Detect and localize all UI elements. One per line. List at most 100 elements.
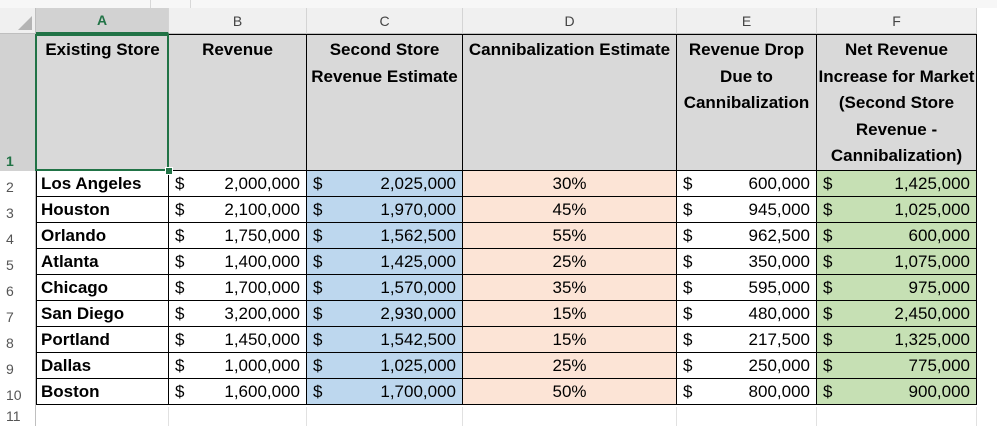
cell-cannibal[interactable]: 25% bbox=[463, 353, 677, 379]
currency-symbol: $ bbox=[683, 356, 693, 375]
row-header-4[interactable]: 4 bbox=[0, 223, 36, 249]
row-header-2[interactable]: 2 bbox=[0, 171, 36, 197]
row-header-5[interactable]: 5 bbox=[0, 249, 36, 275]
column-header-f[interactable]: F bbox=[817, 8, 977, 34]
row-header-9[interactable]: 9 bbox=[0, 353, 36, 379]
currency-symbol: $ bbox=[313, 226, 323, 245]
cell-net[interactable]: $1,075,000 bbox=[817, 249, 977, 275]
cell-store[interactable]: Orlando bbox=[36, 223, 169, 249]
cell-drop[interactable]: $945,000 bbox=[677, 197, 817, 223]
cell-revenue[interactable]: $2,000,000 bbox=[169, 171, 307, 197]
cell-value: 2,100,000 bbox=[224, 200, 300, 219]
cell-net[interactable]: $975,000 bbox=[817, 275, 977, 301]
column-header-e[interactable]: E bbox=[677, 8, 817, 34]
row-header-10[interactable]: 10 bbox=[0, 379, 36, 405]
row-header-1[interactable]: 1 bbox=[0, 34, 36, 171]
currency-symbol: $ bbox=[823, 356, 833, 375]
column-header-c[interactable]: C bbox=[307, 8, 463, 34]
cell-revenue[interactable]: $1,000,000 bbox=[169, 353, 307, 379]
cell-revenue[interactable]: $3,200,000 bbox=[169, 301, 307, 327]
header-existing-store-label: Existing Store bbox=[45, 40, 160, 59]
cell-value: 3,200,000 bbox=[224, 304, 300, 323]
currency-symbol: $ bbox=[313, 356, 323, 375]
cell-second[interactable]: $1,425,000 bbox=[307, 249, 463, 275]
cell-store[interactable]: Atlanta bbox=[36, 249, 169, 275]
currency-symbol: $ bbox=[823, 226, 833, 245]
cell-revenue[interactable]: $1,600,000 bbox=[169, 379, 307, 405]
cell-value: 1,700,000 bbox=[380, 382, 456, 401]
cell-drop[interactable]: $350,000 bbox=[677, 249, 817, 275]
header-revenue[interactable]: Revenue bbox=[169, 34, 307, 171]
cell-cannibal[interactable]: 30% bbox=[463, 171, 677, 197]
header-existing-store[interactable]: Existing Store bbox=[36, 34, 169, 171]
cell-store[interactable]: Los Angeles bbox=[36, 171, 169, 197]
cell-value: 1,542,500 bbox=[380, 330, 456, 349]
column-header-d[interactable]: D bbox=[463, 8, 677, 34]
cell-revenue[interactable]: $1,400,000 bbox=[169, 249, 307, 275]
empty-row-11[interactable] bbox=[36, 407, 997, 426]
cell-second[interactable]: $1,700,000 bbox=[307, 379, 463, 405]
header-cannibalization-label: Cannibalization Estimate bbox=[468, 40, 671, 59]
currency-symbol: $ bbox=[313, 200, 323, 219]
cell-value: 1,325,000 bbox=[894, 330, 970, 349]
cell-revenue[interactable]: $1,700,000 bbox=[169, 275, 307, 301]
cell-net[interactable]: $1,425,000 bbox=[817, 171, 977, 197]
cell-net[interactable]: $1,025,000 bbox=[817, 197, 977, 223]
header-cannibalization[interactable]: Cannibalization Estimate bbox=[463, 34, 677, 171]
cell-drop[interactable]: $800,000 bbox=[677, 379, 817, 405]
currency-symbol: $ bbox=[175, 226, 185, 245]
cell-drop[interactable]: $595,000 bbox=[677, 275, 817, 301]
header-revenue-drop-label: Revenue Drop Due to Cannibalization bbox=[683, 40, 810, 112]
cell-cannibal[interactable]: 55% bbox=[463, 223, 677, 249]
fill-handle[interactable] bbox=[165, 167, 173, 175]
cell-net[interactable]: $2,450,000 bbox=[817, 301, 977, 327]
cell-store[interactable]: Dallas bbox=[36, 353, 169, 379]
row-header-11[interactable]: 11 bbox=[0, 405, 36, 426]
cell-net[interactable]: $1,325,000 bbox=[817, 327, 977, 353]
cell-net[interactable]: $900,000 bbox=[817, 379, 977, 405]
cell-value: 1,425,000 bbox=[380, 252, 456, 271]
cell-drop[interactable]: $962,500 bbox=[677, 223, 817, 249]
header-net-increase[interactable]: Net Revenue Increase for Market (Second … bbox=[817, 34, 977, 171]
column-header-b[interactable]: B bbox=[169, 8, 307, 34]
cell-cannibal[interactable]: 15% bbox=[463, 301, 677, 327]
cell-drop[interactable]: $480,000 bbox=[677, 301, 817, 327]
cell-net[interactable]: $600,000 bbox=[817, 223, 977, 249]
cell-value: 2,930,000 bbox=[380, 304, 456, 323]
cell-second[interactable]: $1,542,500 bbox=[307, 327, 463, 353]
cell-cannibal[interactable]: 45% bbox=[463, 197, 677, 223]
row-header-6[interactable]: 6 bbox=[0, 275, 36, 301]
cell-store[interactable]: Portland bbox=[36, 327, 169, 353]
cell-revenue[interactable]: $1,750,000 bbox=[169, 223, 307, 249]
cell-revenue[interactable]: $2,100,000 bbox=[169, 197, 307, 223]
cell-store[interactable]: Houston bbox=[36, 197, 169, 223]
cell-store[interactable]: Boston bbox=[36, 379, 169, 405]
row-header-3[interactable]: 3 bbox=[0, 197, 36, 223]
select-all-corner[interactable] bbox=[0, 8, 36, 34]
column-header-a[interactable]: A bbox=[36, 8, 169, 34]
cell-second[interactable]: $1,025,000 bbox=[307, 353, 463, 379]
header-revenue-drop[interactable]: Revenue Drop Due to Cannibalization bbox=[677, 34, 817, 171]
row-header-7[interactable]: 7 bbox=[0, 301, 36, 327]
cell-value: 480,000 bbox=[748, 304, 810, 323]
cell-store[interactable]: San Diego bbox=[36, 301, 169, 327]
row-header-8[interactable]: 8 bbox=[0, 327, 36, 353]
cell-drop[interactable]: $250,000 bbox=[677, 353, 817, 379]
cell-second[interactable]: $2,025,000 bbox=[307, 171, 463, 197]
cell-net[interactable]: $775,000 bbox=[817, 353, 977, 379]
cell-revenue[interactable]: $1,450,000 bbox=[169, 327, 307, 353]
cell-second[interactable]: $2,930,000 bbox=[307, 301, 463, 327]
cell-second[interactable]: $1,562,500 bbox=[307, 223, 463, 249]
cell-drop[interactable]: $217,500 bbox=[677, 327, 817, 353]
cell-second[interactable]: $1,570,000 bbox=[307, 275, 463, 301]
cell-cannibal[interactable]: 35% bbox=[463, 275, 677, 301]
cell-cannibal[interactable]: 15% bbox=[463, 327, 677, 353]
cell-drop[interactable]: $600,000 bbox=[677, 171, 817, 197]
cell-value: 800,000 bbox=[748, 382, 810, 401]
cell-cannibal[interactable]: 25% bbox=[463, 249, 677, 275]
currency-symbol: $ bbox=[683, 252, 693, 271]
header-second-store[interactable]: Second Store Revenue Estimate bbox=[307, 34, 463, 171]
cell-store[interactable]: Chicago bbox=[36, 275, 169, 301]
cell-cannibal[interactable]: 50% bbox=[463, 379, 677, 405]
cell-second[interactable]: $1,970,000 bbox=[307, 197, 463, 223]
